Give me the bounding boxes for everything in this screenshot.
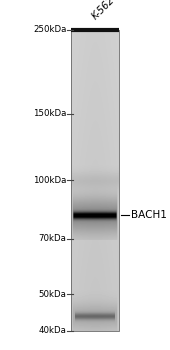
Text: 40kDa: 40kDa — [38, 326, 66, 335]
Text: 50kDa: 50kDa — [38, 289, 66, 299]
Text: K-562: K-562 — [90, 0, 116, 21]
Text: 150kDa: 150kDa — [33, 109, 66, 118]
Bar — [71, 30, 119, 331]
Text: 100kDa: 100kDa — [33, 176, 66, 185]
Text: BACH1: BACH1 — [131, 210, 167, 220]
Text: 70kDa: 70kDa — [38, 234, 66, 243]
Text: 250kDa: 250kDa — [33, 25, 66, 34]
